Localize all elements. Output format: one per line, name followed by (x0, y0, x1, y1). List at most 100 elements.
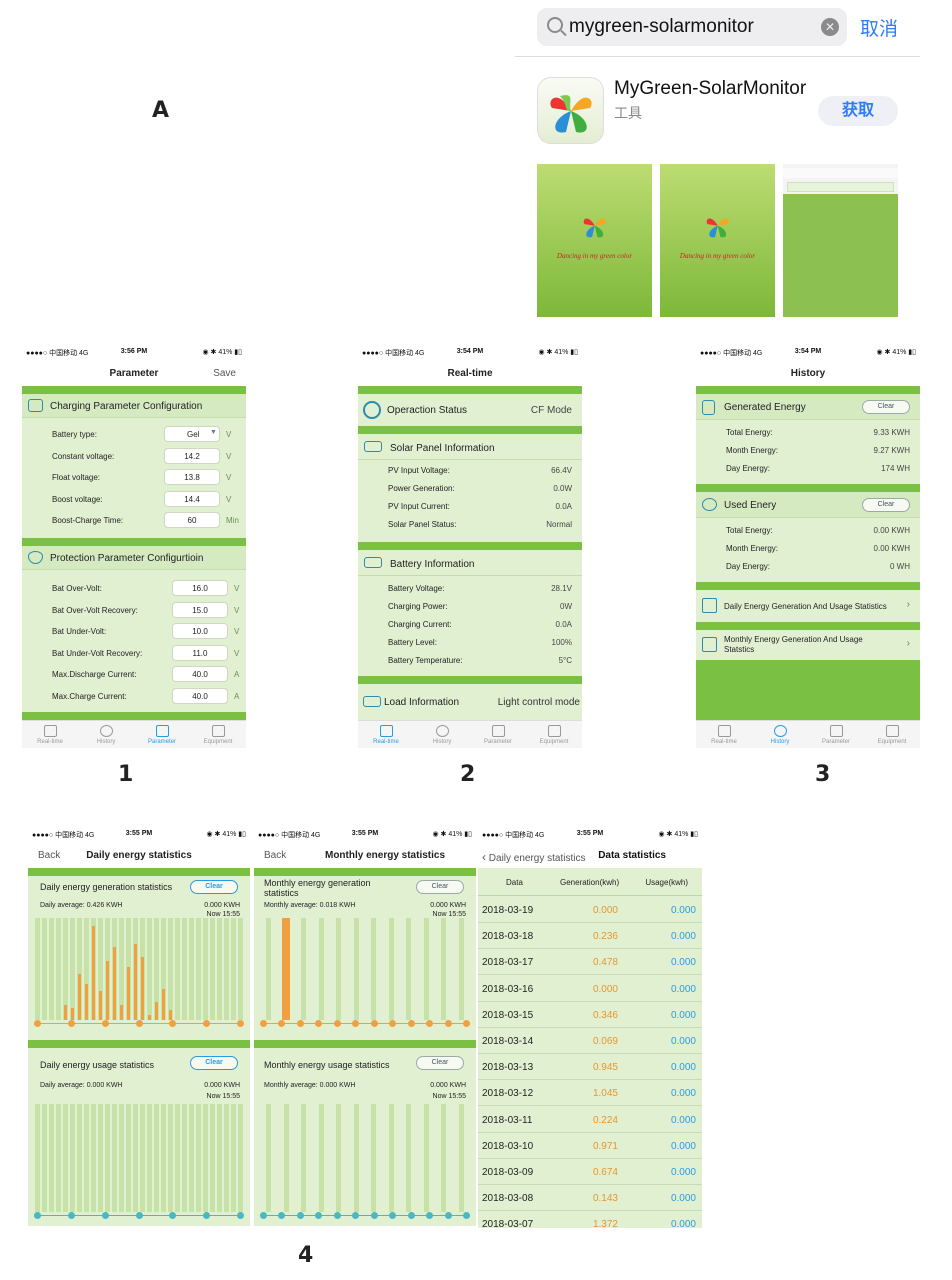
param-input[interactable]: 11.0 (172, 644, 228, 661)
chart-axis-marker[interactable] (135, 1020, 143, 1027)
chart-axis-marker[interactable] (315, 1020, 323, 1027)
chart-axis-marker[interactable] (101, 1212, 109, 1219)
back-button[interactable]: ‹ Daily energy statistics (482, 850, 585, 864)
chart-axis-marker[interactable] (67, 1212, 75, 1219)
chart-axis-marker[interactable] (260, 1212, 267, 1219)
chart-axis-marker[interactable] (444, 1020, 452, 1027)
daily-stats-link[interactable]: Daily Energy Generation And Usage Statis… (696, 590, 920, 622)
param-input[interactable]: 40.0 (172, 666, 228, 682)
chart-axis-marker[interactable] (407, 1020, 415, 1027)
tab-parameter[interactable]: Parameter (808, 723, 864, 745)
screenshot-preview-2[interactable]: Dancing in my green color (660, 164, 775, 317)
chart-axis-marker[interactable] (296, 1212, 304, 1219)
tab-history[interactable]: History (78, 723, 134, 745)
chart-axis-marker[interactable] (315, 1212, 323, 1219)
screenshot-preview-3[interactable] (783, 164, 898, 317)
chart-axis-marker[interactable] (296, 1020, 304, 1027)
param-input[interactable]: 16.0 (172, 580, 228, 596)
search-bar[interactable]: mygreen-solarmonitor ✕ (537, 8, 847, 46)
tab-equipment[interactable]: Equipment (526, 723, 582, 745)
tab-parameter[interactable]: Parameter (470, 723, 526, 745)
carrier: ●●●●○ 中国移动 4G (32, 832, 95, 839)
chart-axis-marker[interactable] (426, 1020, 434, 1027)
clear-button[interactable]: Clear (862, 498, 910, 512)
param-input[interactable]: 13.8 (164, 469, 220, 485)
param-input[interactable]: 14.4 (164, 490, 220, 507)
tab-history[interactable]: History (752, 723, 808, 745)
clear-button[interactable]: Clear (190, 1056, 238, 1070)
table-row[interactable]: 2018-03-12 1.045 0.000 (478, 1080, 702, 1107)
table-row[interactable]: 2018-03-17 0.478 0.000 (478, 949, 702, 976)
search-input[interactable]: mygreen-solarmonitor (569, 16, 754, 37)
tab-parameter[interactable]: Parameter (134, 723, 190, 745)
clear-button[interactable]: Clear (416, 880, 464, 894)
table-row[interactable]: 2018-03-18 0.236 0.000 (478, 923, 702, 950)
dropdown-arrow-icon[interactable]: ▼ (210, 429, 217, 436)
app-icon[interactable] (537, 77, 604, 144)
chart-axis-marker[interactable] (203, 1020, 211, 1027)
back-button[interactable]: Back (38, 850, 61, 861)
chart-axis-marker[interactable] (352, 1020, 360, 1027)
tab-real-time[interactable]: Real-time (22, 723, 78, 745)
param-input[interactable]: Gel (164, 426, 220, 442)
table-row[interactable]: 2018-03-08 0.143 0.000 (478, 1185, 702, 1212)
chart-axis-marker[interactable] (34, 1212, 41, 1219)
chart-axis-marker[interactable] (34, 1020, 41, 1027)
table-row[interactable]: 2018-03-07 1.372 0.000 (478, 1211, 702, 1228)
chart-axis-marker[interactable] (333, 1020, 341, 1027)
chart-axis-marker[interactable] (389, 1020, 397, 1027)
table-row[interactable]: 2018-03-16 0.000 0.000 (478, 976, 702, 1002)
back-button[interactable]: Back (264, 850, 287, 861)
clear-button[interactable]: Clear (416, 1056, 464, 1070)
clear-search-icon[interactable]: ✕ (821, 18, 839, 36)
chart-axis-marker[interactable] (237, 1020, 244, 1027)
tab-real-time[interactable]: Real-time (358, 723, 414, 745)
chart-axis-marker[interactable] (203, 1212, 211, 1219)
param-input[interactable]: 15.0 (172, 601, 228, 618)
chart-axis-marker[interactable] (370, 1020, 378, 1027)
chart-axis-marker[interactable] (370, 1212, 378, 1219)
tab-history[interactable]: History (414, 723, 470, 745)
chart-axis-marker[interactable] (426, 1212, 434, 1219)
chart-axis-marker[interactable] (444, 1212, 452, 1219)
cancel-button[interactable]: 取消 (860, 19, 899, 40)
param-input[interactable]: 60 (164, 512, 220, 528)
param-input[interactable]: 40.0 (172, 687, 228, 704)
save-button[interactable]: Save (213, 368, 236, 379)
table-row[interactable]: 2018-03-13 0.945 0.000 (478, 1054, 702, 1081)
get-button[interactable]: 获取 (818, 96, 898, 126)
param-input[interactable]: 14.2 (164, 447, 220, 464)
monthly-stats-link[interactable]: Monthly Energy Generation And Usage Stat… (696, 630, 920, 660)
chart-axis-marker[interactable] (463, 1212, 470, 1219)
param-input[interactable]: 10.0 (172, 623, 228, 639)
table-row[interactable]: 2018-03-10 0.971 0.000 (478, 1133, 702, 1159)
chart-axis-marker[interactable] (260, 1020, 267, 1027)
table-row[interactable]: 2018-03-11 0.224 0.000 (478, 1107, 702, 1133)
chart-axis-marker[interactable] (101, 1020, 109, 1027)
chart-axis-marker[interactable] (278, 1212, 286, 1219)
tab-equipment[interactable]: Equipment (190, 723, 246, 745)
chart-axis-marker[interactable] (333, 1212, 341, 1219)
chart-axis-marker[interactable] (237, 1212, 244, 1219)
chart-axis-marker[interactable] (389, 1212, 397, 1219)
tab-equipment[interactable]: Equipment (864, 723, 920, 745)
chart-axis-marker[interactable] (463, 1020, 470, 1027)
chart-axis-marker[interactable] (135, 1212, 143, 1219)
table-row[interactable]: 2018-03-15 0.346 0.000 (478, 1002, 702, 1028)
chart-axis-marker[interactable] (169, 1212, 177, 1219)
chart-axis-marker[interactable] (278, 1020, 286, 1027)
chart-grid-column (217, 918, 222, 1020)
clear-button[interactable]: Clear (862, 400, 910, 414)
clear-button[interactable]: Clear (190, 880, 238, 894)
app-name[interactable]: MyGreen-SolarMonitor (614, 78, 807, 99)
chart-axis-marker[interactable] (67, 1020, 75, 1027)
table-row[interactable]: 2018-03-09 0.674 0.000 (478, 1159, 702, 1185)
param-label: Constant voltage: (52, 451, 115, 461)
chart-axis-marker[interactable] (407, 1212, 415, 1219)
chart-axis-marker[interactable] (169, 1020, 177, 1027)
table-row[interactable]: 2018-03-19 0.000 0.000 (478, 897, 702, 923)
tab-real-time[interactable]: Real-time (696, 723, 752, 745)
chart-axis-marker[interactable] (352, 1212, 360, 1219)
screenshot-preview-1[interactable]: Dancing in my green color (537, 164, 652, 317)
table-row[interactable]: 2018-03-14 0.069 0.000 (478, 1028, 702, 1054)
